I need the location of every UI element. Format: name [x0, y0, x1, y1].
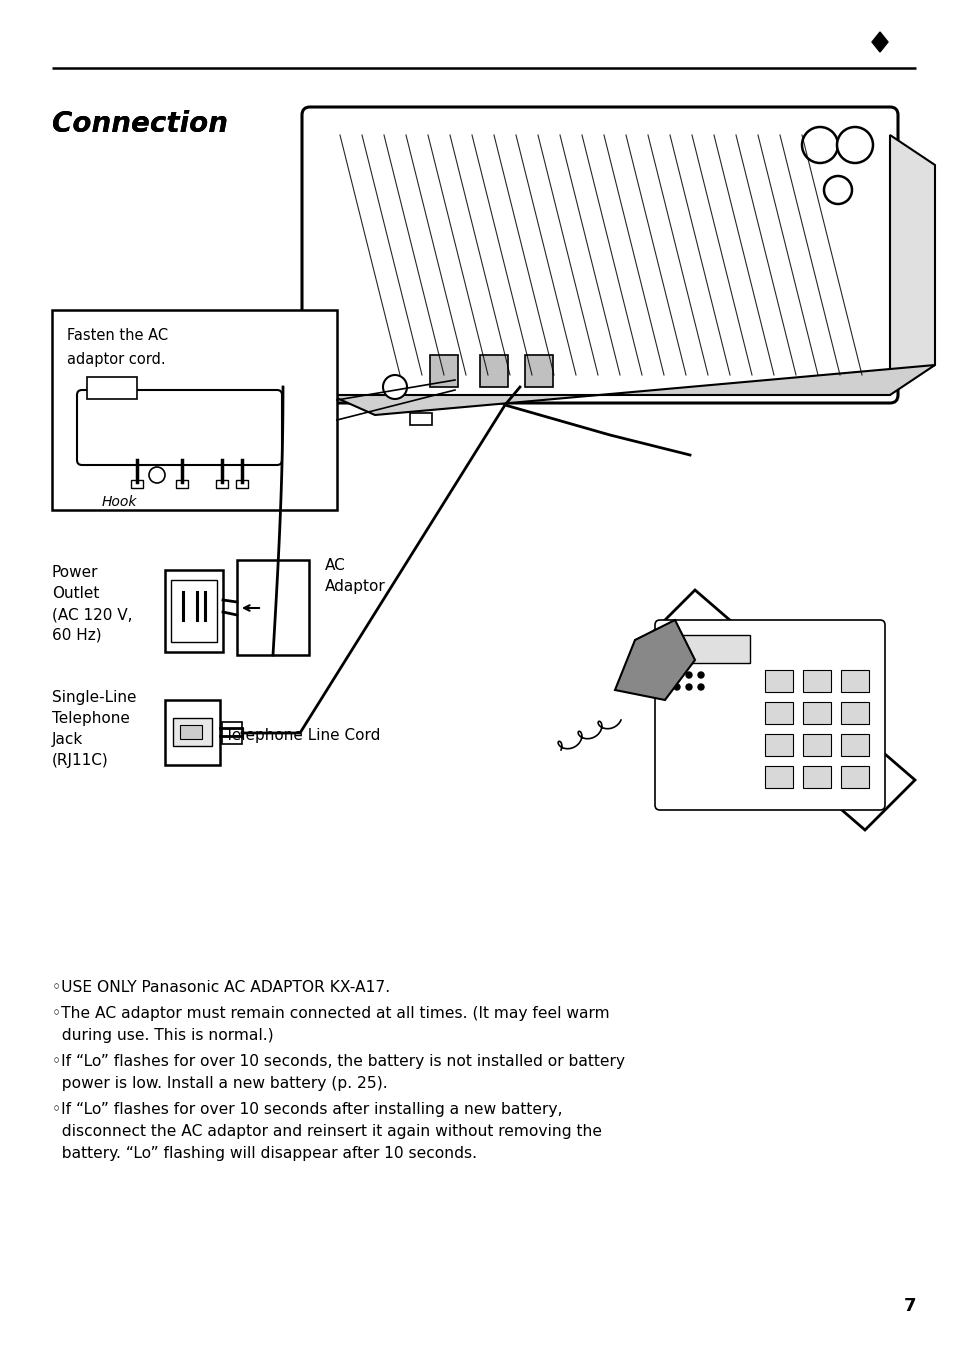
Text: disconnect the AC adaptor and reinsert it again without removing the: disconnect the AC adaptor and reinsert i… — [52, 1124, 601, 1139]
Circle shape — [801, 127, 837, 162]
FancyBboxPatch shape — [655, 620, 884, 810]
Text: Power
Outlet
(AC 120 V,
60 Hz): Power Outlet (AC 120 V, 60 Hz) — [52, 566, 132, 643]
Bar — [131, 480, 143, 488]
Bar — [524, 354, 553, 387]
Bar — [802, 766, 830, 787]
Text: AC
Adaptor: AC Adaptor — [325, 557, 385, 594]
Text: power is low. Install a new battery (p. 25).: power is low. Install a new battery (p. … — [52, 1076, 387, 1091]
Bar — [222, 723, 242, 744]
Text: Single-Line
Telephone
Jack
(RJ11C): Single-Line Telephone Jack (RJ11C) — [52, 690, 136, 769]
Text: Connection: Connection — [52, 110, 228, 138]
Circle shape — [661, 672, 667, 678]
Text: ◦If “Lo” flashes for over 10 seconds, the battery is not installed or battery: ◦If “Lo” flashes for over 10 seconds, th… — [52, 1054, 624, 1069]
FancyBboxPatch shape — [77, 390, 282, 465]
Text: Telephone Line Cord: Telephone Line Cord — [225, 728, 380, 743]
Bar — [175, 480, 188, 488]
Text: ◦If “Lo” flashes for over 10 seconds after installing a new battery,: ◦If “Lo” flashes for over 10 seconds aft… — [52, 1101, 562, 1118]
Text: battery. “Lo” flashing will disappear after 10 seconds.: battery. “Lo” flashing will disappear af… — [52, 1146, 476, 1161]
Text: adaptor cord.: adaptor cord. — [67, 352, 166, 367]
Bar — [410, 413, 432, 425]
Polygon shape — [889, 135, 934, 386]
Circle shape — [661, 685, 667, 690]
Circle shape — [685, 685, 691, 690]
Text: Fasten the AC: Fasten the AC — [67, 327, 168, 344]
Text: ◦The AC adaptor must remain connected at all times. (It may feel warm: ◦The AC adaptor must remain connected at… — [52, 1007, 609, 1022]
Bar — [841, 670, 868, 691]
Bar — [165, 700, 220, 764]
Circle shape — [836, 127, 872, 162]
Circle shape — [698, 685, 703, 690]
Bar — [802, 670, 830, 691]
Circle shape — [382, 375, 407, 399]
Circle shape — [823, 176, 851, 204]
Bar — [841, 702, 868, 724]
Bar — [180, 725, 202, 739]
Bar — [764, 733, 792, 756]
Polygon shape — [330, 365, 934, 415]
Circle shape — [698, 672, 703, 678]
Bar — [171, 580, 216, 643]
Bar — [841, 766, 868, 787]
Bar — [235, 480, 248, 488]
Text: Connection: Connection — [52, 110, 228, 138]
Circle shape — [673, 685, 679, 690]
Polygon shape — [615, 620, 695, 700]
Polygon shape — [871, 32, 887, 51]
Bar — [87, 377, 137, 399]
Bar — [764, 766, 792, 787]
Bar — [664, 635, 749, 663]
Bar — [172, 718, 212, 746]
Bar — [236, 560, 309, 655]
Bar — [764, 702, 792, 724]
Bar — [215, 480, 228, 488]
Bar — [165, 570, 223, 652]
Polygon shape — [644, 590, 914, 829]
Text: during use. This is normal.): during use. This is normal.) — [52, 1028, 274, 1043]
Bar — [802, 733, 830, 756]
Bar — [430, 354, 457, 387]
Circle shape — [149, 467, 165, 483]
Bar — [764, 670, 792, 691]
FancyBboxPatch shape — [302, 107, 897, 403]
Bar — [52, 310, 336, 510]
Bar — [479, 354, 507, 387]
Circle shape — [673, 672, 679, 678]
Circle shape — [685, 672, 691, 678]
Bar — [841, 733, 868, 756]
Text: 7: 7 — [902, 1298, 915, 1315]
Text: Hook: Hook — [102, 495, 137, 509]
Text: ◦USE ONLY Panasonic AC ADAPTOR KX-A17.: ◦USE ONLY Panasonic AC ADAPTOR KX-A17. — [52, 980, 390, 994]
Bar — [802, 702, 830, 724]
